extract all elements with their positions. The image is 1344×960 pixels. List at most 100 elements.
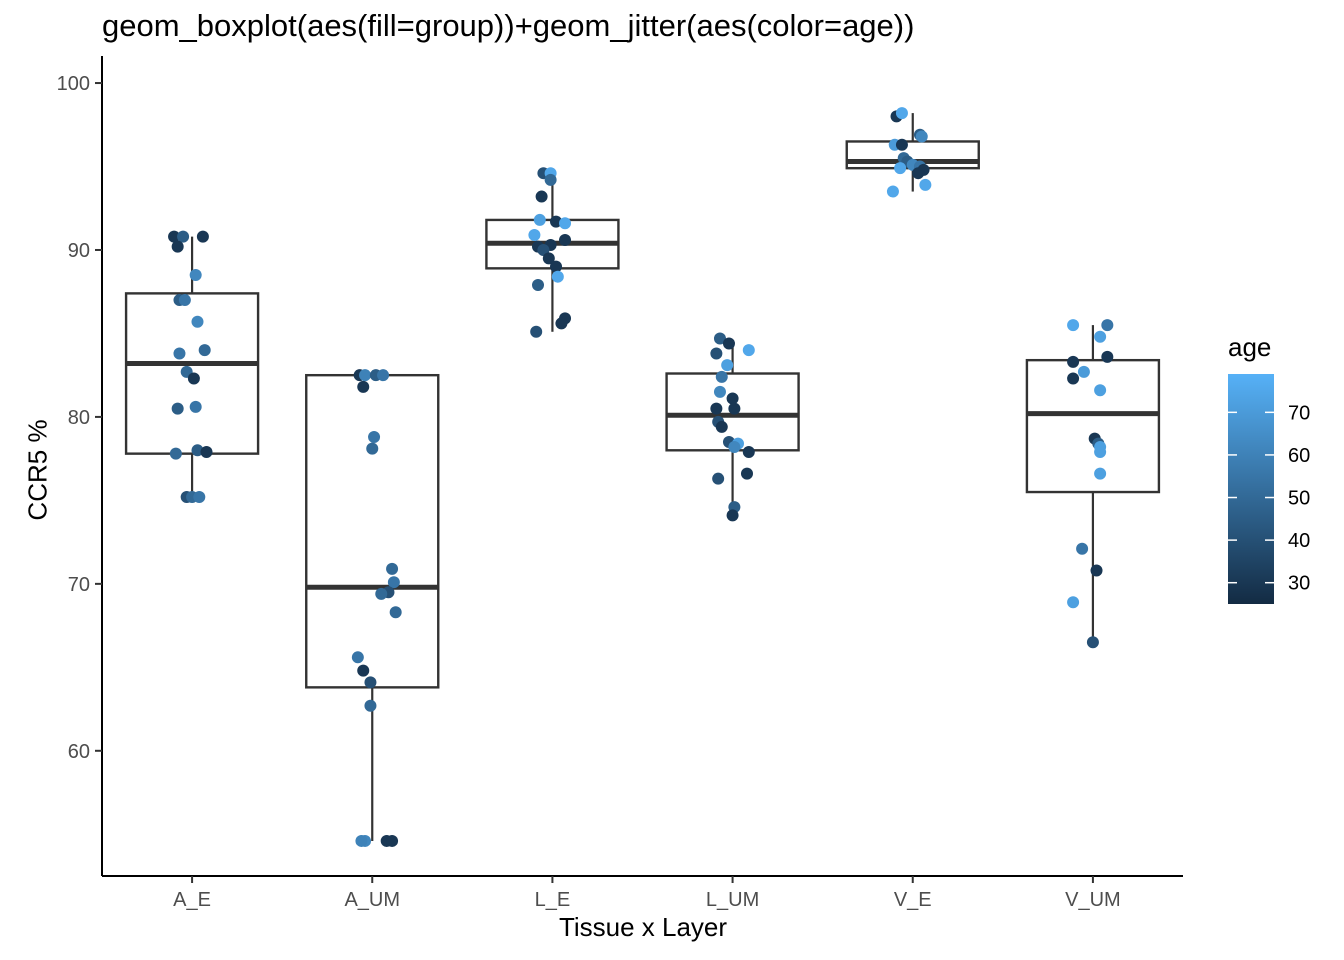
x-tick-label: L_UM — [706, 889, 759, 911]
data-point — [173, 347, 186, 360]
data-point — [555, 317, 568, 330]
y-tick-label: 100 — [57, 73, 90, 95]
data-point — [357, 664, 370, 677]
y-tick-label: 60 — [68, 741, 90, 763]
x-tick-label: A_UM — [344, 889, 400, 911]
data-point — [368, 430, 381, 443]
data-point — [191, 315, 204, 328]
data-point — [366, 442, 379, 455]
jitter-points-layer — [168, 107, 1114, 847]
data-point — [712, 472, 725, 485]
data-point — [530, 325, 543, 338]
data-point — [532, 279, 545, 292]
data-point — [200, 445, 213, 458]
data-point — [1086, 636, 1099, 649]
colorbar-tick-label: 40 — [1288, 530, 1310, 552]
data-point — [1094, 330, 1107, 343]
data-point — [198, 344, 211, 357]
y-tick-label: 80 — [68, 407, 90, 429]
data-point — [1067, 355, 1080, 368]
data-point — [189, 400, 202, 413]
data-point — [193, 491, 206, 504]
data-point — [355, 834, 368, 847]
data-point — [171, 240, 184, 253]
y-axis-title: CCR5 % — [22, 419, 53, 521]
data-point — [386, 562, 399, 575]
data-point — [1094, 467, 1107, 480]
data-point — [742, 344, 755, 357]
x-tick-label: V_E — [894, 889, 932, 911]
data-point — [171, 402, 184, 415]
data-point — [187, 372, 200, 385]
data-point — [1101, 319, 1114, 332]
axes-layer: 60 70 80 90 100 A_E A_UM L_E L_UM V_E V_UM — [57, 56, 1183, 911]
data-point — [364, 699, 377, 712]
data-point — [387, 576, 400, 589]
data-point — [544, 173, 557, 186]
data-point — [710, 402, 723, 415]
data-point — [533, 213, 546, 226]
data-point — [178, 294, 191, 307]
data-point — [189, 269, 202, 282]
data-point — [177, 230, 190, 243]
data-point — [559, 217, 572, 230]
data-point — [191, 444, 204, 457]
colorbar-tick-label: 30 — [1288, 573, 1310, 595]
data-point — [895, 138, 908, 151]
data-point — [895, 107, 908, 120]
colorbar-tick-label: 60 — [1288, 445, 1310, 467]
data-point — [894, 162, 907, 175]
data-point — [726, 509, 739, 522]
data-point — [535, 190, 548, 203]
data-point — [728, 402, 741, 415]
data-point — [1077, 365, 1090, 378]
data-point — [550, 215, 563, 228]
data-point — [1090, 564, 1103, 577]
data-point — [722, 337, 735, 350]
data-point — [1076, 542, 1089, 555]
data-point — [726, 392, 739, 405]
data-point — [1067, 372, 1080, 385]
age-colorbar-legend: 30 40 50 60 70 — [1228, 374, 1310, 604]
boxplot-layer — [124, 113, 1161, 841]
data-point — [386, 834, 399, 847]
data-point — [919, 178, 932, 191]
y-tick-label: 70 — [68, 574, 90, 596]
data-point — [196, 230, 209, 243]
data-point — [551, 270, 564, 283]
data-point — [550, 260, 563, 273]
data-point — [559, 233, 572, 246]
data-point — [713, 385, 726, 398]
box-V_UM — [1025, 358, 1161, 494]
data-point — [169, 447, 182, 460]
data-point — [1094, 384, 1107, 397]
colorbar-tick-label: 70 — [1288, 402, 1310, 424]
data-point — [1101, 350, 1114, 363]
x-axis-title: Tissue x Layer — [558, 912, 728, 942]
colorbar — [1228, 374, 1274, 604]
data-point — [528, 228, 541, 241]
data-point — [357, 380, 370, 393]
data-point — [364, 676, 377, 689]
data-point — [168, 230, 181, 243]
data-point — [710, 347, 723, 360]
y-tick-label: 90 — [68, 240, 90, 262]
box-A_UM — [305, 373, 440, 689]
x-tick-label: L_E — [535, 889, 571, 911]
colorbar-tick-label: 50 — [1288, 488, 1310, 510]
data-point — [1067, 319, 1080, 332]
data-point — [742, 445, 755, 458]
data-point — [728, 440, 741, 453]
data-point — [886, 185, 899, 198]
data-point — [1067, 596, 1080, 609]
data-point — [715, 370, 728, 383]
data-point — [912, 167, 925, 180]
data-point — [915, 130, 928, 143]
data-point — [740, 467, 753, 480]
x-tick-label: V_UM — [1065, 889, 1121, 911]
x-tick-label: A_E — [173, 889, 211, 911]
legend-title: age — [1228, 332, 1272, 362]
data-point — [375, 587, 388, 600]
chart-title: geom_boxplot(aes(fill=group))+geom_jitte… — [102, 8, 915, 43]
